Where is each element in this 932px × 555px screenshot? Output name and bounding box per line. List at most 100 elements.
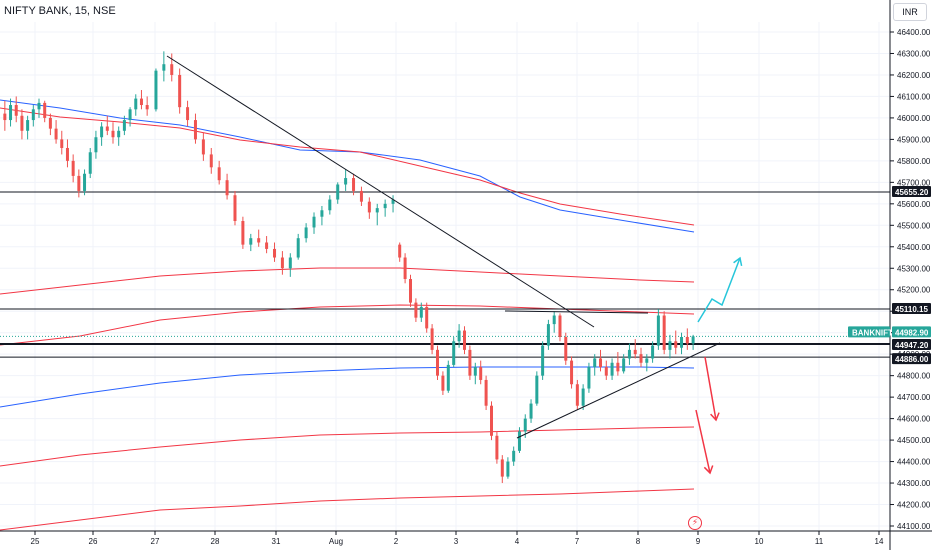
currency-button[interactable]: INR: [893, 3, 927, 21]
candle-body: [564, 336, 568, 361]
time-tick-label: 28: [211, 537, 220, 546]
price-tick-label: 44300.00: [897, 479, 931, 488]
price-tick-label: 45500.00: [897, 221, 931, 230]
candle-body: [506, 461, 510, 477]
candle-body: [473, 367, 477, 376]
price-tick-label: 44700.00: [897, 393, 931, 402]
candle-body: [599, 358, 602, 368]
candle-body: [645, 358, 649, 363]
ma-red-lower-2: [0, 488, 695, 531]
candle-body: [674, 341, 678, 348]
candle-body: [479, 367, 483, 380]
symbol-title: NIFTY BANK, 15, NSE: [4, 5, 116, 17]
candle-body: [414, 302, 418, 318]
candle-body: [37, 102, 41, 110]
bullish-arrow: [697, 257, 741, 323]
candle-body: [685, 336, 689, 344]
candle-body: [463, 330, 466, 350]
candle-body: [304, 227, 308, 239]
candle-body: [117, 130, 121, 138]
candle-body: [581, 388, 585, 406]
candle-body: [604, 367, 608, 376]
time-tick-label: 25: [31, 537, 40, 546]
ma-blue-upper: [0, 99, 695, 233]
price-tick-label: 46000.00: [897, 114, 931, 123]
time-tick-label: 10: [755, 537, 764, 546]
time-tick-label: Aug: [329, 537, 343, 546]
candle-body: [662, 315, 666, 350]
candle-body: [320, 210, 324, 217]
ma-red-lower-1: [0, 426, 695, 467]
price-tick-label: 46200.00: [897, 71, 931, 80]
candle-body: [43, 102, 47, 118]
price-axis-label-text: 44982.90: [895, 328, 929, 337]
candle-body: [622, 358, 626, 372]
candle-body: [651, 345, 655, 359]
candle-body: [100, 126, 104, 138]
candle-body: [484, 379, 488, 406]
lightning-icon[interactable]: ⚡: [688, 516, 702, 530]
candle-body: [145, 105, 149, 110]
candle-body: [88, 152, 92, 174]
candle-body: [610, 362, 614, 376]
price-axis-label-text: 45655.20: [895, 188, 929, 197]
candle-body: [312, 216, 316, 228]
candle-body: [512, 450, 516, 462]
candle-body: [680, 336, 684, 348]
candle-body: [273, 248, 276, 258]
time-tick-label: 4: [515, 537, 520, 546]
candle-body: [419, 306, 423, 318]
candle-body: [14, 105, 18, 116]
candle-body: [20, 115, 24, 131]
candle-body: [201, 139, 205, 155]
candle-body: [639, 354, 643, 363]
candle-body: [656, 315, 660, 346]
candle-body: [31, 109, 35, 121]
candle-body: [241, 221, 245, 245]
candle-body: [233, 195, 237, 222]
candle-body: [668, 341, 672, 350]
time-tick-label: 3: [454, 537, 459, 546]
candle-body: [257, 238, 261, 243]
bearish-arrow-1-head: [710, 412, 720, 422]
candle-body: [441, 375, 445, 391]
candle-body: [94, 137, 98, 153]
candle-body: [186, 107, 190, 121]
candle-body: [217, 167, 221, 181]
price-tick-label: 44600.00: [897, 415, 931, 424]
candle-body: [249, 238, 253, 245]
time-tick-label: 2: [394, 537, 399, 546]
candle-body: [517, 431, 521, 451]
candle-body: [375, 208, 379, 213]
candle-body: [178, 74, 182, 108]
candle-body: [627, 349, 631, 359]
ma-red-mid-1: [0, 267, 695, 295]
candle-body: [139, 98, 143, 106]
price-tick-label: 46300.00: [897, 49, 931, 58]
price-axis-label: [892, 326, 931, 338]
price-axis-label: [892, 185, 931, 197]
candle-body: [409, 279, 412, 303]
time-tick-label: 31: [272, 537, 281, 546]
candle-body: [65, 147, 69, 161]
candle-body: [383, 203, 387, 209]
price-tick-label: 44400.00: [897, 458, 931, 467]
time-tick-label: 9: [696, 537, 701, 546]
candle-body: [288, 257, 292, 269]
resistance-segment: [504, 310, 649, 314]
time-tick-label: 11: [815, 537, 824, 546]
candle-body: [296, 238, 300, 258]
candle-body: [105, 126, 109, 131]
candle-body: [225, 180, 229, 196]
price-tick-label: 44100.00: [897, 522, 931, 531]
candle-body: [575, 384, 579, 406]
price-axis-label-text: 45110.15: [895, 305, 928, 314]
candle-body: [83, 173, 87, 191]
price-tick-label: 44200.00: [897, 501, 931, 510]
candle-body: [367, 201, 371, 213]
price-tick-label: 46400.00: [897, 28, 931, 37]
ma-red-upper: [0, 107, 695, 226]
candle-body: [154, 70, 158, 110]
